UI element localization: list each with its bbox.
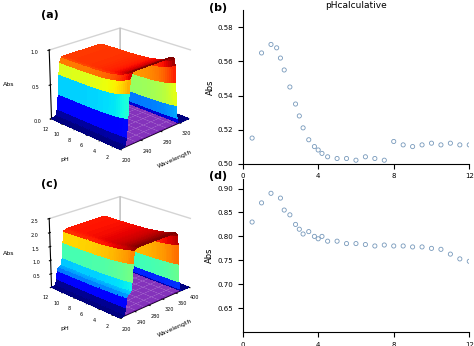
Point xyxy=(381,242,388,248)
Point xyxy=(409,144,416,149)
Point xyxy=(277,195,284,201)
Point xyxy=(333,156,341,161)
Point xyxy=(400,243,407,249)
Point xyxy=(277,55,284,61)
Point xyxy=(362,242,369,247)
Point xyxy=(371,243,379,249)
Point xyxy=(352,157,360,163)
Y-axis label: Abs: Abs xyxy=(206,79,215,95)
Point xyxy=(267,42,275,47)
Text: (a): (a) xyxy=(41,10,59,20)
Point xyxy=(343,156,350,161)
Point xyxy=(310,234,318,239)
Point xyxy=(447,251,454,257)
Point xyxy=(465,142,473,148)
Point xyxy=(390,243,398,249)
Point xyxy=(400,142,407,148)
Y-axis label: pH: pH xyxy=(61,157,70,162)
Y-axis label: Abs: Abs xyxy=(205,248,214,263)
Point xyxy=(371,156,379,161)
Point xyxy=(324,238,331,244)
Point xyxy=(456,256,464,262)
Point xyxy=(343,241,350,246)
Point xyxy=(456,142,464,148)
X-axis label: Wavelength: Wavelength xyxy=(157,149,193,170)
Point xyxy=(299,125,307,131)
Point xyxy=(248,135,256,141)
Point xyxy=(258,50,265,56)
Point xyxy=(418,142,426,148)
Point xyxy=(295,113,303,119)
Point xyxy=(258,200,265,206)
Point xyxy=(299,231,307,237)
Point xyxy=(418,244,426,250)
Text: (c): (c) xyxy=(41,179,58,189)
Title: pHcalculative: pHcalculative xyxy=(325,1,387,10)
Point xyxy=(305,137,312,143)
Point xyxy=(437,142,445,148)
Point xyxy=(305,229,312,234)
X-axis label: Wavelength: Wavelength xyxy=(157,318,193,338)
Point xyxy=(248,219,256,225)
Point xyxy=(295,226,303,232)
Point xyxy=(465,258,473,264)
Point xyxy=(286,212,294,218)
Point xyxy=(318,151,326,156)
Point xyxy=(318,234,326,239)
Text: (d): (d) xyxy=(209,171,227,181)
Point xyxy=(352,241,360,246)
Point xyxy=(292,101,299,107)
Point xyxy=(286,84,294,90)
X-axis label: pH: pH xyxy=(350,185,362,194)
Point xyxy=(267,191,275,196)
Point xyxy=(381,157,388,163)
Point xyxy=(310,144,318,149)
Y-axis label: pH: pH xyxy=(61,326,70,330)
Point xyxy=(428,140,435,146)
Point xyxy=(437,247,445,252)
Point xyxy=(314,147,322,153)
Point xyxy=(281,67,288,73)
Point xyxy=(281,207,288,213)
Point xyxy=(273,45,281,51)
Point xyxy=(333,238,341,244)
Point xyxy=(314,236,322,242)
Point xyxy=(447,140,454,146)
Text: (b): (b) xyxy=(209,3,227,13)
Point xyxy=(428,246,435,251)
Point xyxy=(292,222,299,227)
Point xyxy=(390,139,398,144)
Point xyxy=(409,244,416,250)
Point xyxy=(324,154,331,160)
Point xyxy=(362,154,369,160)
